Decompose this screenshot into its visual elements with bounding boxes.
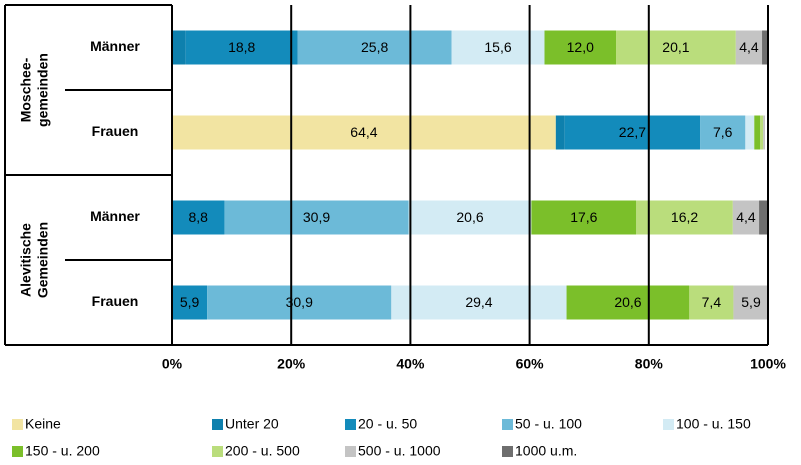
- legend-swatch: [345, 446, 356, 457]
- group-label: Gemeinden: [35, 222, 51, 298]
- bar-segment: [207, 285, 392, 320]
- legend-label: 100 - u. 150: [676, 416, 751, 432]
- bar-segment: [700, 115, 746, 150]
- data-label: 29,4: [465, 294, 492, 310]
- bar-segment: [754, 115, 761, 150]
- legend-label: Unter 20: [225, 416, 279, 432]
- bar-segment: [735, 30, 763, 65]
- bar-segment: [759, 200, 768, 235]
- legend-swatch: [212, 419, 223, 430]
- x-tick-label: 0%: [162, 356, 183, 372]
- data-label: 20,6: [614, 294, 641, 310]
- legend-swatch: [212, 446, 223, 457]
- bar-segment: [185, 30, 298, 65]
- data-label: 17,6: [570, 209, 597, 225]
- x-tick-label: 20%: [277, 356, 306, 372]
- bar-segment: [408, 200, 532, 235]
- legend-label: 1000 u.m.: [515, 443, 577, 459]
- legend-label: 500 - u. 1000: [358, 443, 441, 459]
- x-tick-label: 100%: [750, 356, 786, 372]
- group-label: Moschee-: [18, 57, 34, 122]
- bar-segment: [555, 115, 565, 150]
- data-label: 64,4: [350, 124, 377, 140]
- legend-label: 150 - u. 200: [25, 443, 100, 459]
- legend-label: 200 - u. 500: [225, 443, 300, 459]
- bar-segment: [172, 30, 186, 65]
- row-label: Männer: [90, 208, 140, 224]
- bar-segment: [391, 285, 567, 320]
- data-label: 8,8: [188, 209, 208, 225]
- data-label: 30,9: [286, 294, 313, 310]
- legend-swatch: [345, 419, 356, 430]
- x-tick-label: 40%: [396, 356, 425, 372]
- group-label: Alevitische: [18, 223, 34, 297]
- bar-segment: [531, 200, 637, 235]
- bar-segment: [733, 285, 769, 320]
- bar-segment: [689, 285, 734, 320]
- data-label: 22,7: [619, 124, 646, 140]
- legend-label: 50 - u. 100: [515, 416, 582, 432]
- bar-segment: [762, 30, 768, 65]
- group-label: gemeinden: [35, 53, 51, 127]
- data-label: 12,0: [567, 39, 594, 55]
- row-label: Frauen: [92, 123, 139, 139]
- legend-swatch: [502, 419, 513, 430]
- bar-segment: [544, 30, 617, 65]
- data-label: 20,1: [662, 39, 689, 55]
- bar-segment: [172, 200, 225, 235]
- bar-segment: [566, 285, 690, 320]
- data-label: 16,2: [671, 209, 698, 225]
- data-label: 7,6: [713, 124, 733, 140]
- row-label: Männer: [90, 38, 140, 54]
- bar-segment: [732, 200, 760, 235]
- bar-segment: [172, 285, 208, 320]
- data-label: 30,9: [303, 209, 330, 225]
- x-tick-label: 60%: [516, 356, 545, 372]
- legend-swatch: [12, 419, 23, 430]
- data-label: 15,6: [484, 39, 511, 55]
- legend-swatch: [502, 446, 513, 457]
- data-label: 20,6: [456, 209, 483, 225]
- data-label: 4,4: [739, 39, 759, 55]
- bar-segment: [616, 30, 736, 65]
- data-label: 7,4: [702, 294, 722, 310]
- data-label: 5,9: [741, 294, 761, 310]
- row-label: Frauen: [92, 293, 139, 309]
- bar-segment: [760, 115, 764, 150]
- data-label: 4,4: [736, 209, 756, 225]
- data-label: 25,8: [361, 39, 388, 55]
- x-tick-label: 80%: [635, 356, 664, 372]
- legend-label: Keine: [25, 416, 61, 432]
- bar-segment: [745, 115, 755, 150]
- legend-swatch: [663, 419, 674, 430]
- legend-swatch: [12, 446, 23, 457]
- bar-segment: [297, 30, 452, 65]
- bar-segment: [564, 115, 701, 150]
- bar-segment: [763, 115, 766, 150]
- bar-segment: [172, 115, 556, 150]
- bar-segment: [636, 200, 733, 235]
- data-label: 18,8: [228, 39, 255, 55]
- legend-label: 20 - u. 50: [358, 416, 417, 432]
- bar-segment: [224, 200, 409, 235]
- data-label: 5,9: [180, 294, 200, 310]
